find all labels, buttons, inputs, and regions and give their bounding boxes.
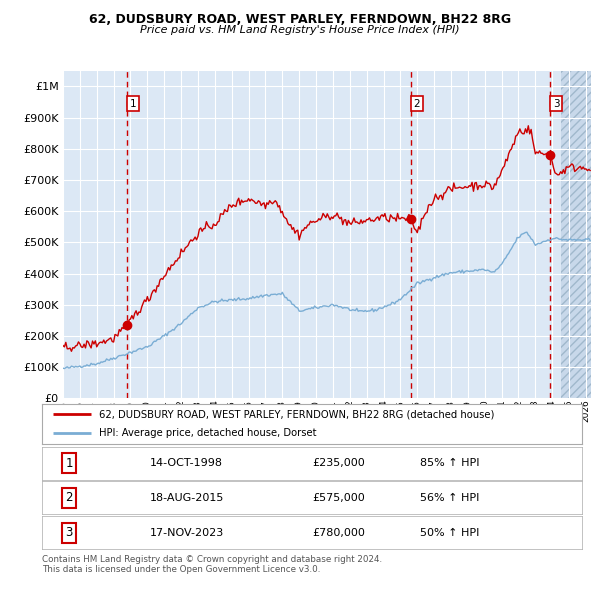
Text: Price paid vs. HM Land Registry's House Price Index (HPI): Price paid vs. HM Land Registry's House … [140,25,460,35]
Text: HPI: Average price, detached house, Dorset: HPI: Average price, detached house, Dors… [98,428,316,438]
Text: 1: 1 [65,457,73,470]
Text: 56% ↑ HPI: 56% ↑ HPI [420,493,479,503]
Text: 50% ↑ HPI: 50% ↑ HPI [420,528,479,537]
Text: 18-AUG-2015: 18-AUG-2015 [150,493,224,503]
Text: 85% ↑ HPI: 85% ↑ HPI [420,458,479,468]
Text: 1: 1 [130,99,136,109]
Text: 62, DUDSBURY ROAD, WEST PARLEY, FERNDOWN, BH22 8RG (detached house): 62, DUDSBURY ROAD, WEST PARLEY, FERNDOWN… [98,409,494,419]
Text: 2: 2 [65,491,73,504]
Text: 17-NOV-2023: 17-NOV-2023 [150,528,224,537]
Text: 3: 3 [553,99,559,109]
Text: This data is licensed under the Open Government Licence v3.0.: This data is licensed under the Open Gov… [42,565,320,573]
Bar [560,71,599,398]
Text: 2: 2 [413,99,420,109]
Text: 62, DUDSBURY ROAD, WEST PARLEY, FERNDOWN, BH22 8RG: 62, DUDSBURY ROAD, WEST PARLEY, FERNDOWN… [89,13,511,26]
Text: 14-OCT-1998: 14-OCT-1998 [150,458,223,468]
Text: 3: 3 [65,526,73,539]
Text: £780,000: £780,000 [312,528,365,537]
Text: £235,000: £235,000 [312,458,365,468]
Text: £575,000: £575,000 [312,493,365,503]
Text: Contains HM Land Registry data © Crown copyright and database right 2024.: Contains HM Land Registry data © Crown c… [42,555,382,563]
